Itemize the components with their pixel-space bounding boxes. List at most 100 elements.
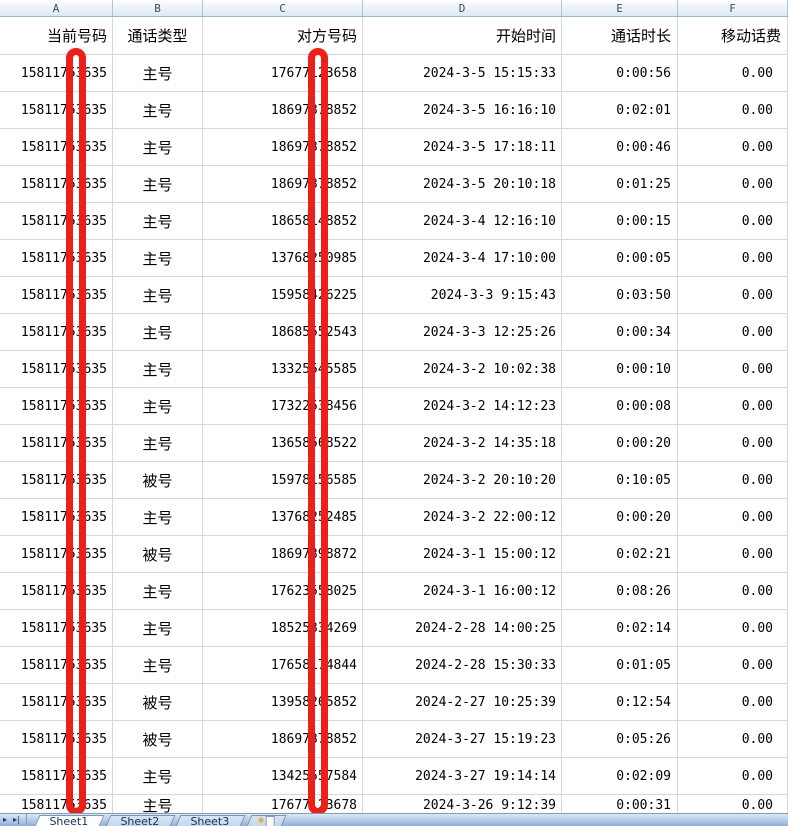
cell-A7[interactable]: 15811753635: [0, 240, 113, 277]
first-sheet-nav-icon[interactable]: ▸: [3, 815, 8, 824]
cell-B13[interactable]: 被号: [113, 462, 203, 499]
cell-F10[interactable]: 0.00: [678, 351, 788, 388]
cell-F17[interactable]: 0.00: [678, 610, 788, 647]
cell-E20[interactable]: 0:05:26: [562, 721, 678, 758]
column-header-f[interactable]: F: [678, 0, 788, 16]
cell-A19[interactable]: 15811753635: [0, 684, 113, 721]
cell-B12[interactable]: 主号: [113, 425, 203, 462]
cell-A10[interactable]: 15811753635: [0, 351, 113, 388]
cell-D10[interactable]: 2024-3-2 10:02:38: [363, 351, 562, 388]
cell-F14[interactable]: 0.00: [678, 499, 788, 536]
cell-C15[interactable]: 18697398872: [203, 536, 363, 573]
cell-C11[interactable]: 17322538456: [203, 388, 363, 425]
cell-D14[interactable]: 2024-3-2 22:00:12: [363, 499, 562, 536]
cell-E14[interactable]: 0:00:20: [562, 499, 678, 536]
cell-D19[interactable]: 2024-2-27 10:25:39: [363, 684, 562, 721]
cell-C5[interactable]: 18697378852: [203, 166, 363, 203]
cell-F2[interactable]: 0.00: [678, 55, 788, 92]
cell-E16[interactable]: 0:08:26: [562, 573, 678, 610]
last-sheet-nav-icon[interactable]: ▸|: [13, 815, 20, 824]
cell-F15[interactable]: 0.00: [678, 536, 788, 573]
cell-E3[interactable]: 0:02:01: [562, 92, 678, 129]
cell-E17[interactable]: 0:02:14: [562, 610, 678, 647]
cell-A5[interactable]: 15811753635: [0, 166, 113, 203]
cell-C14[interactable]: 13768252485: [203, 499, 363, 536]
cell-B6[interactable]: 主号: [113, 203, 203, 240]
cell-B15[interactable]: 被号: [113, 536, 203, 573]
cell-C21[interactable]: 13425557584: [203, 758, 363, 795]
cell-D6[interactable]: 2024-3-4 12:16:10: [363, 203, 562, 240]
cell-B7[interactable]: 主号: [113, 240, 203, 277]
cell-F12[interactable]: 0.00: [678, 425, 788, 462]
cell-C17[interactable]: 18525334269: [203, 610, 363, 647]
column-header-b[interactable]: B: [113, 0, 203, 16]
column-header-d[interactable]: D: [363, 0, 562, 16]
cell-B19[interactable]: 被号: [113, 684, 203, 721]
cell-E9[interactable]: 0:00:34: [562, 314, 678, 351]
cell-C16[interactable]: 17623558025: [203, 573, 363, 610]
cell-D8[interactable]: 2024-3-3 9:15:43: [363, 277, 562, 314]
cell-A9[interactable]: 15811753635: [0, 314, 113, 351]
cell-C10[interactable]: 13325545585: [203, 351, 363, 388]
cell-C9[interactable]: 18685552543: [203, 314, 363, 351]
cell-B5[interactable]: 主号: [113, 166, 203, 203]
cell-A11[interactable]: 15811753635: [0, 388, 113, 425]
cell-F20[interactable]: 0.00: [678, 721, 788, 758]
cell-D3[interactable]: 2024-3-5 16:16:10: [363, 92, 562, 129]
cell-F11[interactable]: 0.00: [678, 388, 788, 425]
cell-A3[interactable]: 15811753635: [0, 92, 113, 129]
cell-F6[interactable]: 0.00: [678, 203, 788, 240]
sheet-tab-sheet1[interactable]: Sheet1: [32, 815, 105, 826]
cell-A18[interactable]: 15811753635: [0, 647, 113, 684]
cell-D9[interactable]: 2024-3-3 12:25:26: [363, 314, 562, 351]
cell-D2[interactable]: 2024-3-5 15:15:33: [363, 55, 562, 92]
cell-B11[interactable]: 主号: [113, 388, 203, 425]
cell-D17[interactable]: 2024-2-28 14:00:25: [363, 610, 562, 647]
cell-E11[interactable]: 0:00:08: [562, 388, 678, 425]
cell-E15[interactable]: 0:02:21: [562, 536, 678, 573]
cell-C12[interactable]: 13658568522: [203, 425, 363, 462]
cell-A15[interactable]: 15811753635: [0, 536, 113, 573]
cell-C22[interactable]: 17677123678: [203, 795, 363, 815]
cell-D22[interactable]: 2024-3-26 9:12:39: [363, 795, 562, 815]
cell-B9[interactable]: 主号: [113, 314, 203, 351]
cell-F8[interactable]: 0.00: [678, 277, 788, 314]
column-header-e[interactable]: E: [562, 0, 678, 16]
cell-A14[interactable]: 15811753635: [0, 499, 113, 536]
header-cell-f[interactable]: 移动话费: [678, 17, 788, 55]
cell-B16[interactable]: 主号: [113, 573, 203, 610]
cell-E2[interactable]: 0:00:56: [562, 55, 678, 92]
cell-B2[interactable]: 主号: [113, 55, 203, 92]
cell-E6[interactable]: 0:00:15: [562, 203, 678, 240]
header-cell-a[interactable]: 当前号码: [0, 17, 113, 55]
cell-A12[interactable]: 15811753635: [0, 425, 113, 462]
cell-F4[interactable]: 0.00: [678, 129, 788, 166]
cell-D15[interactable]: 2024-3-1 15:00:12: [363, 536, 562, 573]
cell-F9[interactable]: 0.00: [678, 314, 788, 351]
cell-F7[interactable]: 0.00: [678, 240, 788, 277]
cell-E5[interactable]: 0:01:25: [562, 166, 678, 203]
cell-D4[interactable]: 2024-3-5 17:18:11: [363, 129, 562, 166]
cell-A17[interactable]: 15811753635: [0, 610, 113, 647]
cell-B18[interactable]: 主号: [113, 647, 203, 684]
column-header-c[interactable]: C: [203, 0, 363, 16]
cell-B14[interactable]: 主号: [113, 499, 203, 536]
cell-E12[interactable]: 0:00:20: [562, 425, 678, 462]
sheet-tab-sheet3[interactable]: Sheet3: [173, 815, 246, 826]
cell-B10[interactable]: 主号: [113, 351, 203, 388]
cell-A21[interactable]: 15811753635: [0, 758, 113, 795]
cell-B4[interactable]: 主号: [113, 129, 203, 166]
cell-F13[interactable]: 0.00: [678, 462, 788, 499]
cell-D16[interactable]: 2024-3-1 16:00:12: [363, 573, 562, 610]
cell-C4[interactable]: 18697378852: [203, 129, 363, 166]
cell-D11[interactable]: 2024-3-2 14:12:23: [363, 388, 562, 425]
cell-F21[interactable]: 0.00: [678, 758, 788, 795]
cell-B8[interactable]: 主号: [113, 277, 203, 314]
cell-D18[interactable]: 2024-2-28 15:30:33: [363, 647, 562, 684]
cell-C3[interactable]: 18697378852: [203, 92, 363, 129]
cell-B21[interactable]: 主号: [113, 758, 203, 795]
header-cell-c[interactable]: 对方号码: [203, 17, 363, 55]
cell-B3[interactable]: 主号: [113, 92, 203, 129]
cell-E19[interactable]: 0:12:54: [562, 684, 678, 721]
cell-F18[interactable]: 0.00: [678, 647, 788, 684]
